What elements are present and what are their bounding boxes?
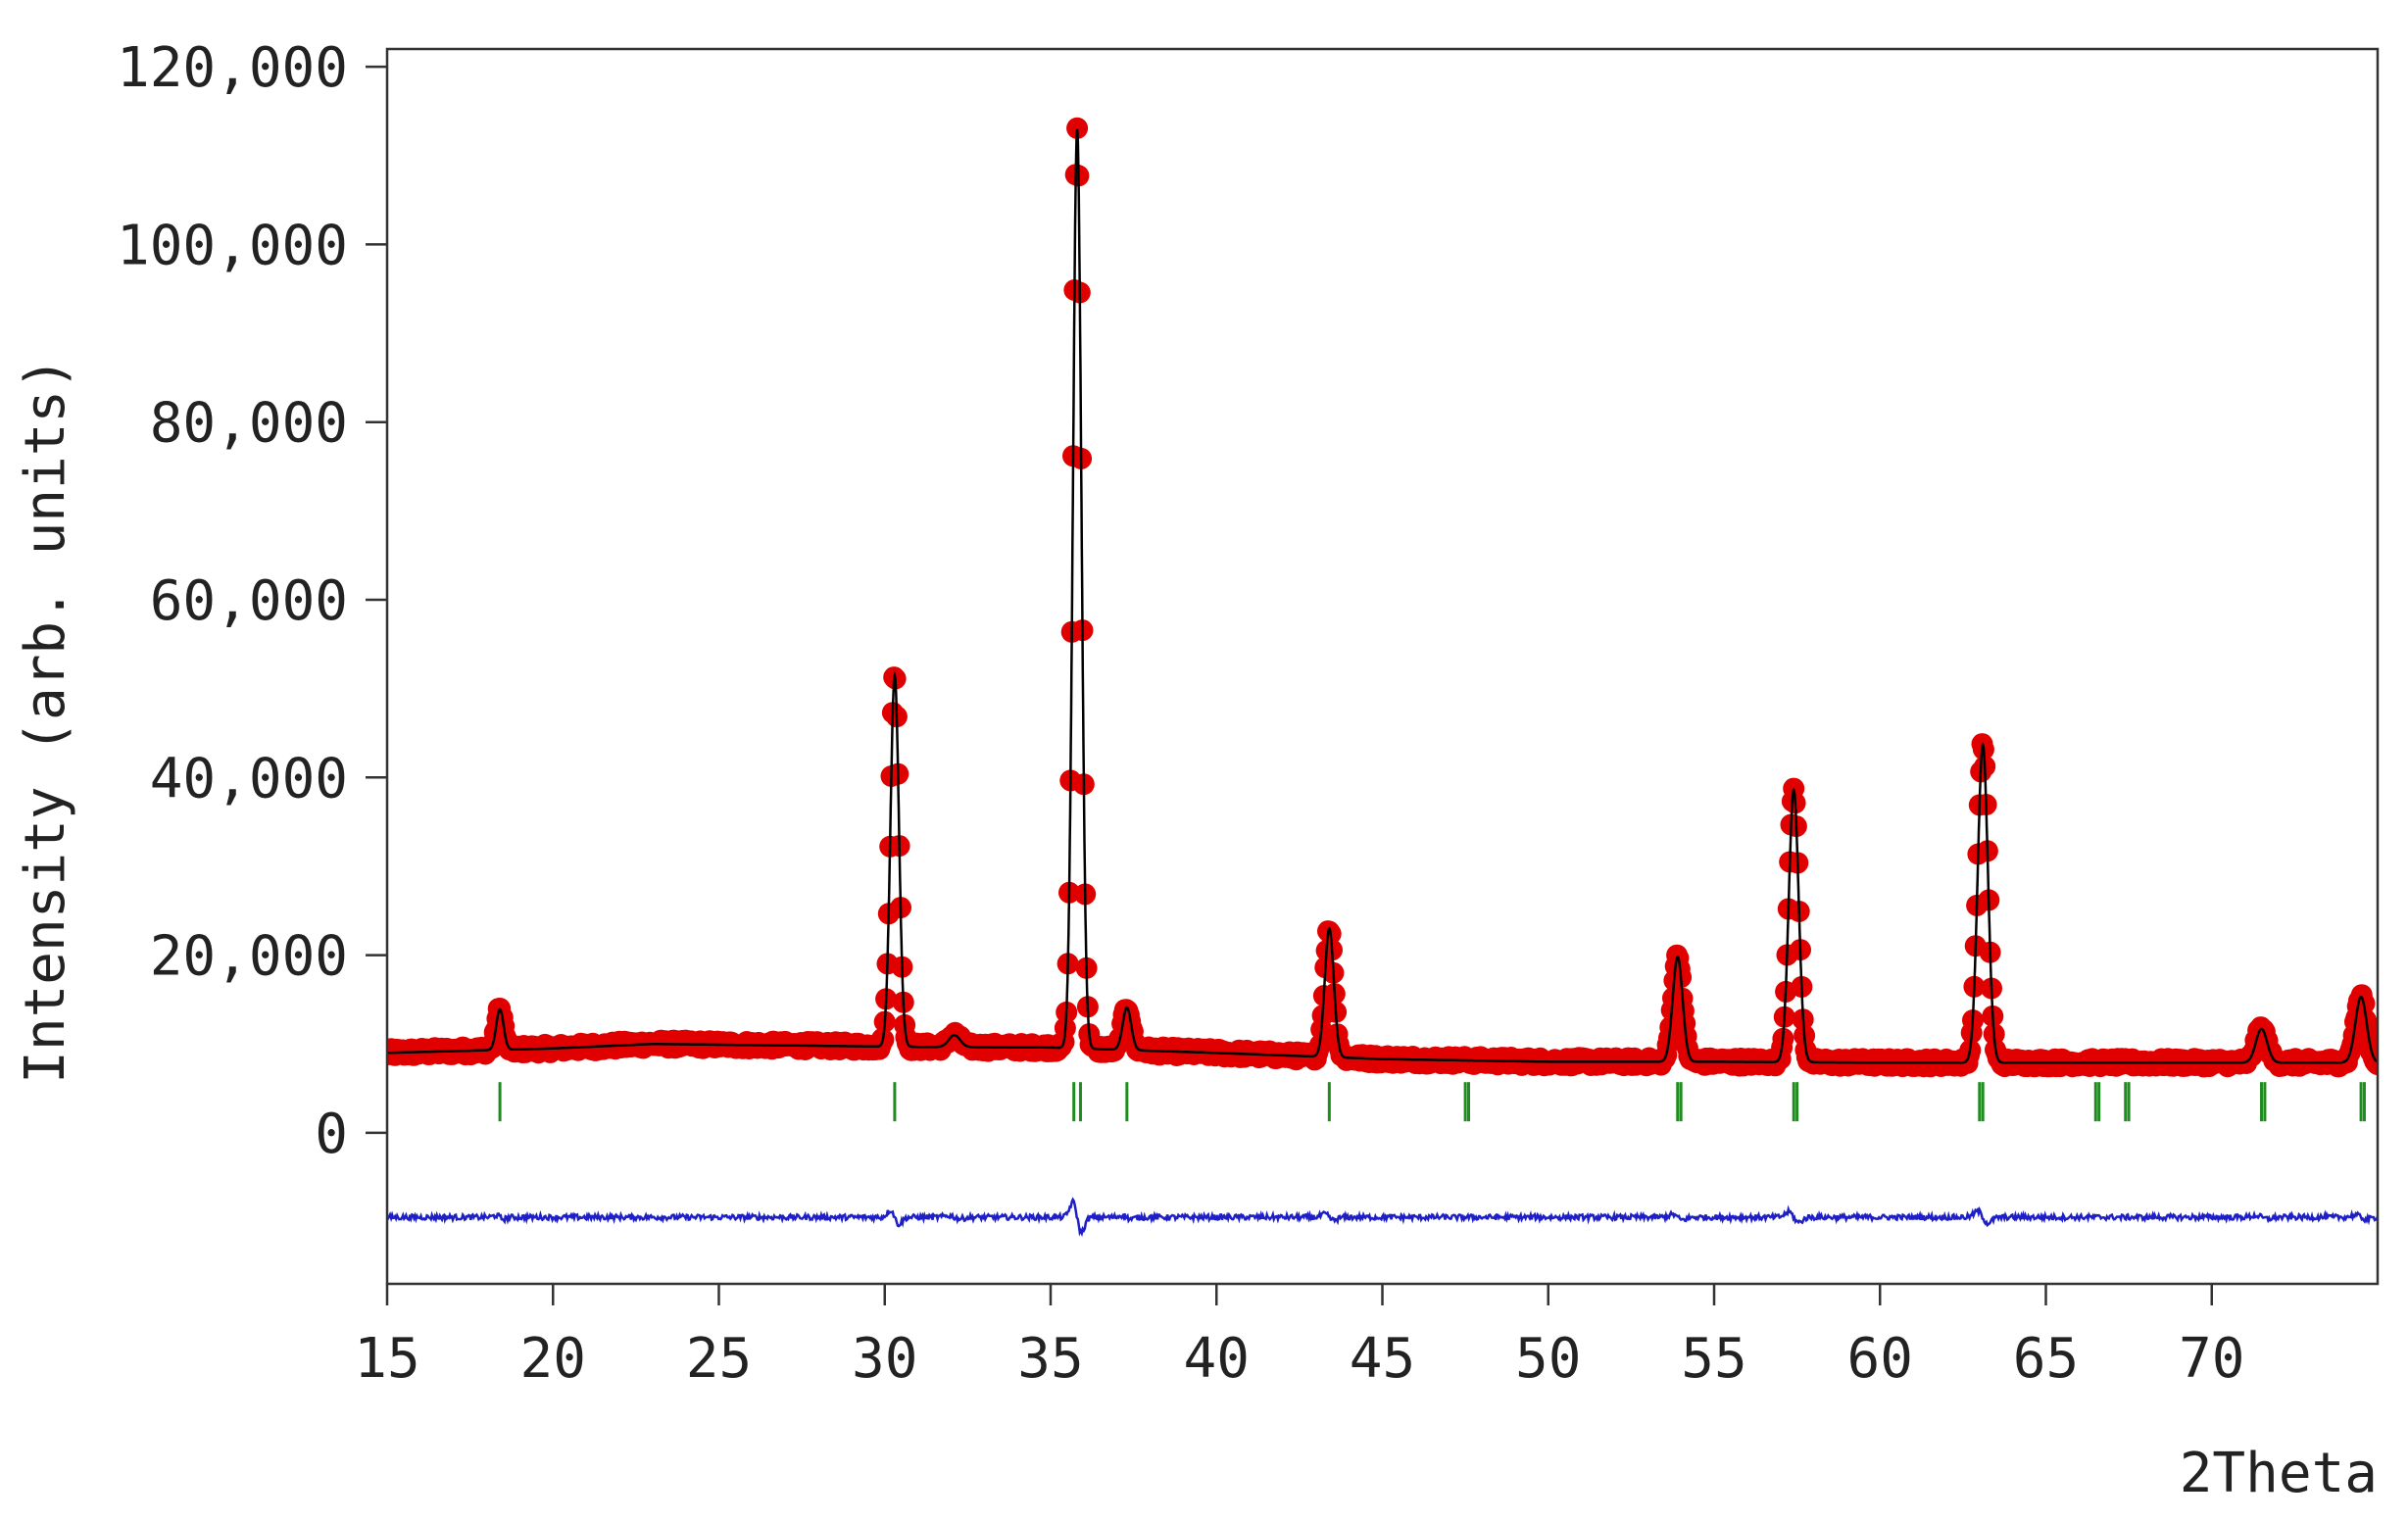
x-tick-label: 70 (2179, 1327, 2244, 1391)
x-tick-label: 65 (2013, 1327, 2079, 1391)
plot-content (387, 117, 2378, 1238)
y-tick-label: 120,000 (117, 36, 348, 100)
x-tick-label: 55 (1681, 1327, 1746, 1391)
y-tick-label: 60,000 (150, 569, 348, 633)
x-tick-label: 35 (1017, 1327, 1083, 1391)
x-tick-label: 60 (1847, 1327, 1913, 1391)
y-axis-title: Intensity (arb. units) (14, 357, 77, 1084)
plot-area (387, 117, 2378, 1238)
x-tick-label: 20 (520, 1327, 586, 1391)
y-tick-label: 0 (315, 1103, 348, 1166)
y-tick-label: 40,000 (150, 747, 348, 810)
x-tick-label: 15 (354, 1327, 419, 1391)
observed-point (1066, 117, 1089, 139)
x-tick-label: 45 (1350, 1327, 1415, 1391)
x-tick-label: 25 (686, 1327, 752, 1391)
x-tick-label: 40 (1184, 1327, 1250, 1391)
x-tick-label: 30 (852, 1327, 917, 1391)
y-tick-label: 100,000 (117, 214, 348, 277)
y-tick-label: 80,000 (150, 392, 348, 456)
x-tick-label: 50 (1515, 1327, 1581, 1391)
y-tick-label: 20,000 (150, 925, 348, 989)
x-axis-title: 2Theta (2180, 1442, 2378, 1505)
